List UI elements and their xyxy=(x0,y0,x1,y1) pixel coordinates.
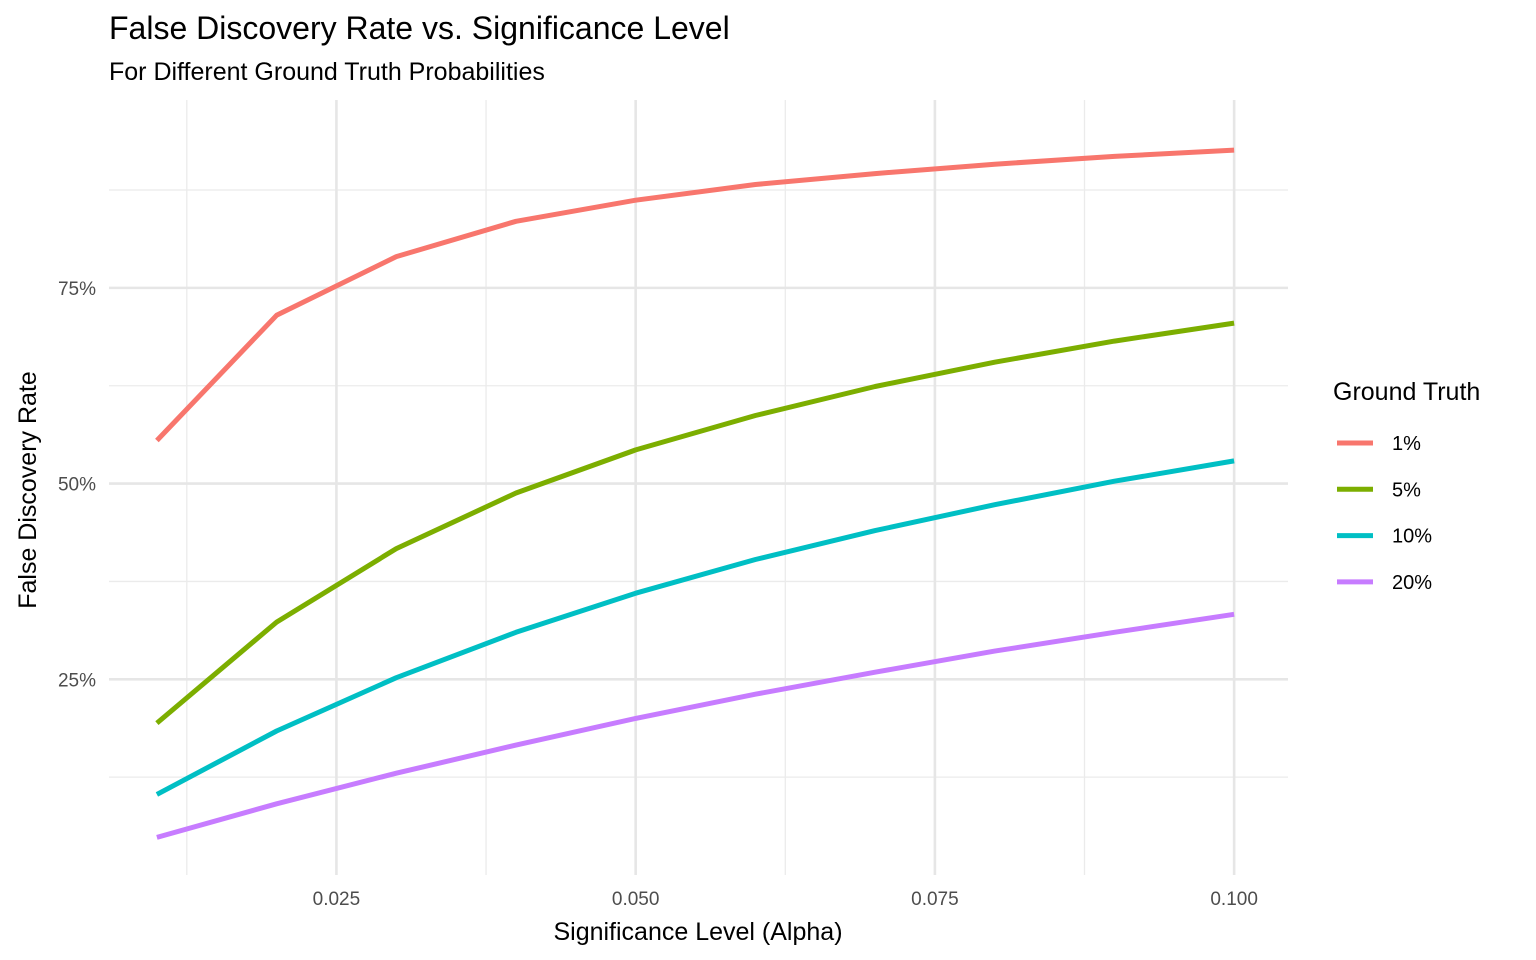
series-line-1pct xyxy=(155,147,1235,443)
x-axis-tick-labels: 0.025 0.050 0.075 0.100 xyxy=(313,889,1258,910)
x-axis-title: Significance Level (Alpha) xyxy=(553,918,842,946)
legend-label: 10% xyxy=(1392,526,1432,548)
series-lines xyxy=(155,147,1235,840)
series-line-20pct xyxy=(156,611,1235,840)
legend-label: 5% xyxy=(1392,479,1421,501)
y-tick-label: 50% xyxy=(58,475,96,496)
x-tick-label: 0.050 xyxy=(612,889,660,910)
y-tick-label: 25% xyxy=(58,670,96,691)
legend-label: 1% xyxy=(1392,433,1421,455)
minor-gridlines xyxy=(109,100,1288,875)
legend-label: 20% xyxy=(1392,572,1432,594)
legend-title: Ground Truth xyxy=(1333,378,1480,406)
chart-subtitle: For Different Ground Truth Probabilities xyxy=(109,58,545,86)
major-gridlines xyxy=(109,100,1288,875)
y-axis-tick-labels: 25% 50% 75% xyxy=(58,279,96,691)
chart-title: False Discovery Rate vs. Significance Le… xyxy=(109,10,730,46)
series-line-10pct xyxy=(155,458,1235,797)
series-line-5pct xyxy=(155,320,1235,726)
x-tick-label: 0.075 xyxy=(911,889,959,910)
legend: Ground Truth 1% 5% 10% 20% xyxy=(1333,378,1480,594)
y-axis-title: False Discovery Rate xyxy=(14,371,42,609)
x-tick-label: 0.025 xyxy=(313,889,361,910)
x-tick-label: 0.100 xyxy=(1210,889,1258,910)
y-tick-label: 75% xyxy=(58,279,96,300)
